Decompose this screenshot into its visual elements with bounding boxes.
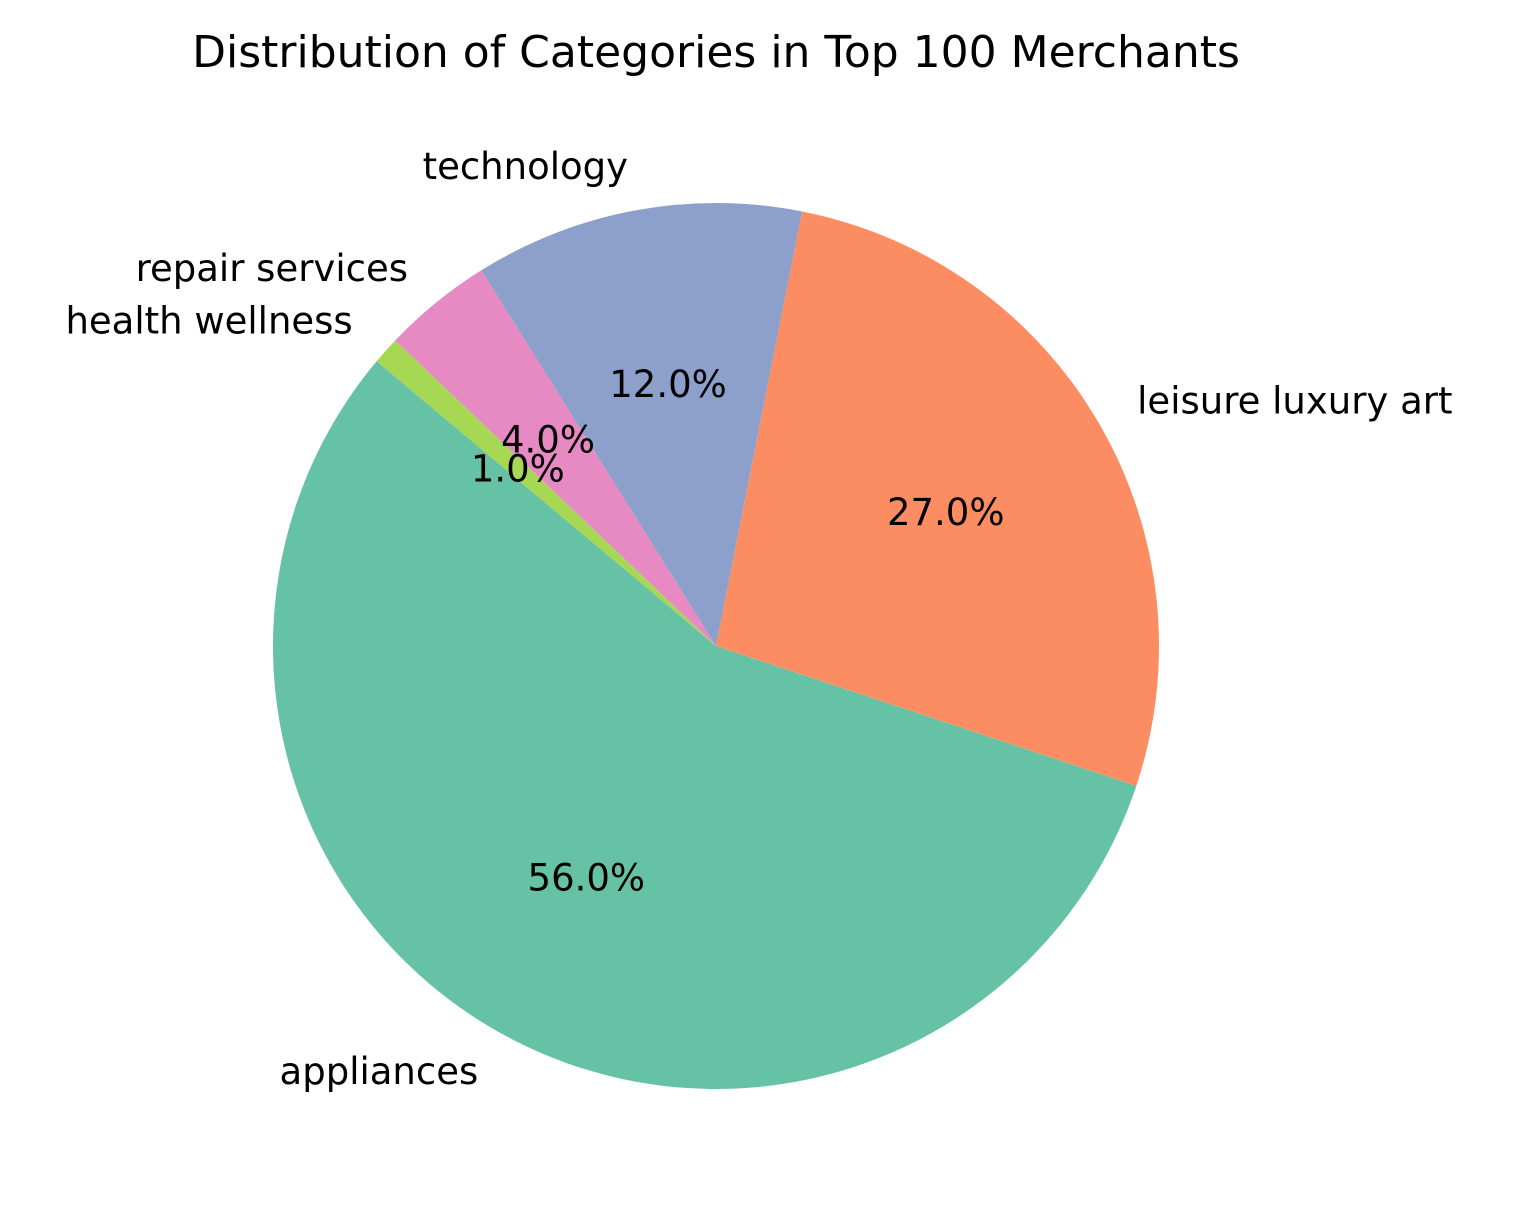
pie-percent-labels: 56.0% 27.0% 12.0% 4.0%1.0% <box>471 363 1005 899</box>
slice-label-appliances: appliances <box>280 1050 479 1093</box>
slice-percent-technology: 12.0% <box>609 363 727 406</box>
slice-label-technology: technology <box>423 145 628 188</box>
pie-slice-labels: appliances leisure luxury art technology re… <box>65 145 1452 1093</box>
slice-percent-repair-services: 4.0% <box>501 419 595 462</box>
pie-slice-appliances <box>272 361 1137 1090</box>
pie-slice-leisure-luxury-art <box>716 211 1159 786</box>
slice-label-health-wellness: health wellness <box>65 300 352 343</box>
slice-label-leisure-luxury-art: leisure luxury art <box>1137 379 1452 422</box>
pie-slice-repair-services <box>395 270 716 646</box>
slice-percent-appliances: 56.0% <box>528 857 646 900</box>
pie-slice-health-wellness <box>376 340 716 646</box>
slice-percent-leisure-luxury-art: 27.0% <box>887 491 1005 534</box>
slice-label-repair-services: repair services <box>136 247 408 290</box>
pie-slice-technology <box>481 203 803 646</box>
pie-slices <box>272 203 1159 1090</box>
chart-title: Distribution of Categories in Top 100 Me… <box>192 27 1240 78</box>
slice-percent-health-wellness: 1.0% <box>471 447 565 490</box>
